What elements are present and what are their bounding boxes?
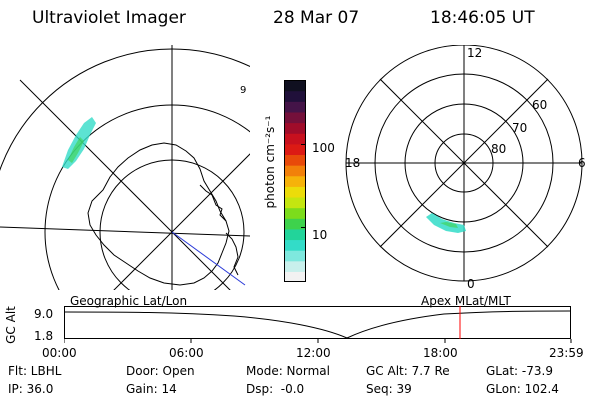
observation-time: 18:46:05 UT — [430, 8, 535, 28]
coast-detail — [199, 184, 227, 222]
antarctica-coastline — [87, 142, 230, 286]
geo-meridian — [0, 226, 250, 237]
mlat-label-60: 60 — [532, 98, 548, 112]
mlt-label-6: 6 — [578, 156, 586, 170]
geo-panel-label: Geographic Lat/Lon — [70, 294, 188, 308]
colorbar-swatch — [284, 80, 306, 92]
altitude-tick-high: 9.0 — [34, 307, 54, 321]
magnetic-polar-panel — [345, 45, 583, 282]
mlat-label-70: 70 — [512, 121, 528, 135]
time-tick-2359: 23:59 — [549, 346, 584, 360]
mlt-label-12: 12 — [467, 46, 483, 60]
colorbar-swatch — [284, 207, 306, 219]
status-dsp: Dsp: -0.0 — [246, 382, 305, 396]
mlt-label-18: 18 — [345, 156, 361, 170]
coast-detail — [225, 232, 239, 276]
status-door: Door: Open — [126, 364, 195, 378]
colorbar-swatch — [284, 196, 306, 209]
colorbar-tick-100: 100 — [312, 141, 335, 155]
status-glat: GLat: -73.9 — [486, 364, 553, 378]
aurora-emission-core — [68, 137, 84, 163]
colorbar-tick-10: 10 — [312, 228, 328, 242]
colorbar — [284, 80, 306, 282]
colorbar-swatch — [284, 186, 306, 198]
time-tick-0600: 06:00 — [169, 346, 204, 360]
colorbar-unit-label: photon cm⁻²s⁻¹ — [263, 115, 277, 209]
geo-lat-circle — [0, 48, 250, 172]
colorbar-swatch — [284, 90, 306, 102]
mlat-label-80: 80 — [491, 142, 507, 156]
colorbar-swatch — [284, 143, 306, 156]
colorbar-swatch — [284, 122, 306, 134]
colorbar-swatch — [284, 133, 306, 145]
status-filter: Flt: LBHL — [8, 364, 62, 378]
colorbar-swatch — [284, 175, 306, 187]
time-tick-1800: 18:00 — [423, 346, 458, 360]
colorbar-swatch — [284, 239, 306, 251]
colorbar-swatch — [284, 271, 306, 282]
status-gc-alt: GC Alt: 7.7 Re — [366, 364, 450, 378]
status-glon: GLon: 102.4 — [486, 382, 559, 396]
instrument-title: Ultraviolet Imager — [32, 8, 186, 28]
colorbar-swatch — [284, 154, 306, 166]
colorbar-swatch — [284, 111, 306, 124]
sun-direction-line — [171, 231, 246, 286]
mlt-meridian — [379, 78, 549, 248]
mlt-label-0: 0 — [467, 277, 475, 291]
geo-number-label: 9 — [240, 85, 246, 96]
time-tick-0000: 00:00 — [42, 346, 77, 360]
geo-lat-circle — [44, 104, 250, 290]
colorbar-swatch — [284, 250, 306, 262]
colorbar-frame — [284, 80, 306, 282]
polar-panel-label: Apex MLat/MLT — [421, 294, 511, 308]
colorbar-swatch — [284, 165, 306, 177]
status-ip: IP: 36.0 — [8, 382, 54, 396]
altitude-plot — [64, 306, 572, 343]
altitude-plot-frame — [64, 306, 571, 339]
observation-date: 28 Mar 07 — [273, 8, 360, 28]
altitude-axis-label: GC Alt — [3, 306, 18, 344]
status-gain: Gain: 14 — [126, 382, 177, 396]
colorbar-swatch — [284, 228, 306, 241]
geo-meridian — [113, 153, 250, 290]
aurora-emission-core — [440, 222, 458, 228]
status-mode: Mode: Normal — [246, 364, 330, 378]
colorbar-swatch — [284, 260, 306, 272]
colorbar-swatch — [284, 218, 306, 230]
geographic-map-panel: 9 — [0, 45, 250, 290]
altitude-tick-low: 1.8 — [34, 329, 54, 343]
status-seq: Seq: 39 — [366, 382, 412, 396]
altitude-curve — [64, 310, 572, 339]
time-tick-1200: 12:00 — [296, 346, 331, 360]
colorbar-swatch — [284, 101, 306, 113]
